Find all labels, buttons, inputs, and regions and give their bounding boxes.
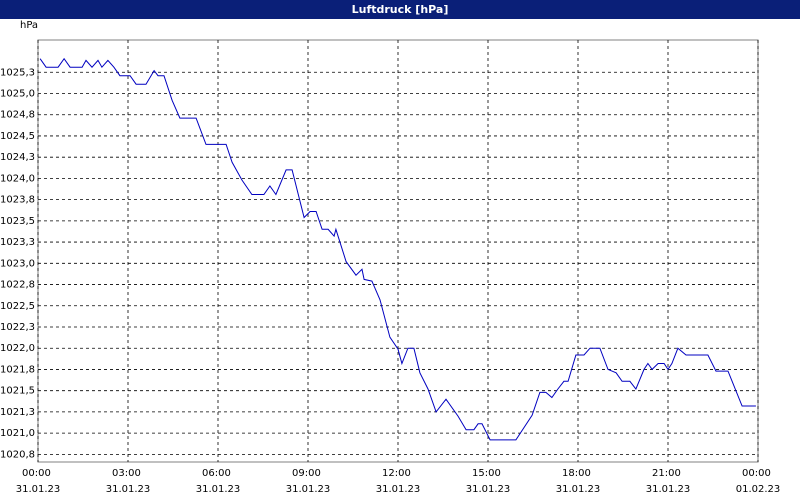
data-line [39, 57, 756, 441]
x-tick-label: 00:00 01.02.23 [736, 468, 781, 495]
y-tick-label: 1021,8 [0, 364, 35, 375]
y-tick-label: 1021,5 [0, 386, 35, 397]
y-tick-label: 1025,0 [0, 88, 35, 99]
x-tick-label: 15:00 31.01.23 [466, 468, 511, 495]
y-tick-label: 1023,8 [0, 195, 35, 206]
y-tick-label: 1020,8 [0, 449, 35, 460]
y-tick-label: 1021,3 [0, 407, 35, 418]
x-tick-label: 21:00 31.01.23 [646, 468, 691, 495]
y-tick-label: 1024,5 [0, 131, 35, 142]
y-tick-label: 1024,3 [0, 152, 35, 163]
x-tick-label: 18:00 31.01.23 [556, 468, 601, 495]
y-tick-label: 1022,8 [0, 280, 35, 291]
chart-title: Luftdruck [hPa] [0, 0, 800, 19]
y-tick-label: 1023,0 [0, 258, 35, 269]
x-tick-label: 03:00 31.01.23 [106, 468, 151, 495]
y-tick-label: 1023,5 [0, 216, 35, 227]
x-tick-label: 00:00 31.01.23 [16, 468, 61, 495]
chart: hPa 1020,8 1021,0 1021,3 1021,5 1021,8 1022,0… [0, 20, 781, 495]
y-tick-label: 1022,5 [0, 301, 35, 312]
y-unit: hPa [20, 20, 38, 31]
y-tick-label: 1024,0 [0, 173, 35, 184]
y-tick-label: 1022,0 [0, 343, 35, 354]
y-tick-label: 1025,3 [0, 67, 35, 78]
y-tick-label: 1022,3 [0, 322, 35, 333]
x-tick-label: 12:00 31.01.23 [376, 468, 421, 495]
y-tick-label: 1023,3 [0, 237, 35, 248]
x-tick-label: 09:00 31.01.23 [286, 468, 331, 495]
y-tick-label: 1021,0 [0, 428, 35, 439]
y-tick-label: 1024,8 [0, 110, 35, 121]
x-tick-label: 06:00 31.01.23 [196, 468, 241, 495]
